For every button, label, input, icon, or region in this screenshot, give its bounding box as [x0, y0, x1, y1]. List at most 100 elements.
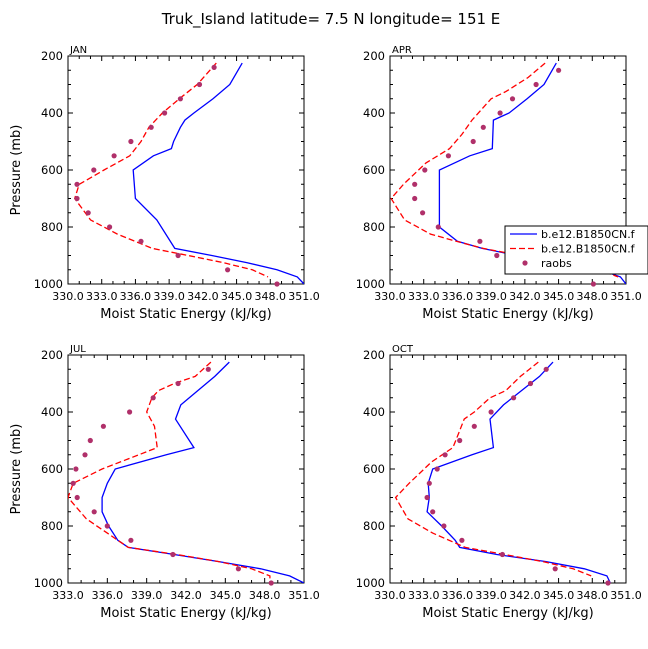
x-axis-label: Moist Static Energy (kJ/kg)	[100, 606, 271, 621]
obs-point	[471, 423, 477, 429]
x-tick-label: 336.0	[120, 290, 152, 303]
y-tick-label: 1000	[356, 277, 385, 291]
obs-point	[497, 110, 503, 116]
y-tick-label: 600	[363, 462, 385, 476]
obs-point	[87, 437, 93, 444]
obs-point	[82, 452, 88, 458]
obs-point	[127, 409, 133, 415]
obs-point	[442, 452, 448, 458]
x-tick-label: 348.0	[577, 290, 609, 303]
obs-point	[107, 224, 113, 230]
obs-point	[196, 81, 203, 88]
obs-point	[274, 281, 280, 287]
obs-point	[480, 124, 486, 130]
panel-title: JUL	[69, 344, 86, 355]
x-tick-label: 330.0	[52, 290, 84, 303]
y-tick-label: 1000	[34, 277, 63, 291]
y-tick-label: 800	[363, 519, 385, 533]
x-axis-label: Moist Static Energy (kJ/kg)	[100, 307, 271, 322]
data-layer	[68, 361, 304, 583]
obs-point	[74, 494, 80, 501]
obs-point	[205, 366, 211, 372]
obs-point	[170, 551, 176, 558]
obs-point	[148, 124, 154, 130]
panel-title: APR	[392, 45, 412, 56]
obs-point	[441, 523, 447, 529]
obs-point	[111, 153, 117, 159]
y-tick-label: 400	[41, 106, 63, 120]
y-tick-label: 200	[363, 348, 385, 362]
x-tick-label: 330.0	[374, 290, 406, 303]
x-tick-label: 342.0	[509, 290, 541, 303]
x-tick-label: 345.0	[543, 589, 575, 602]
y-axis-label: Pressure (mb)	[9, 125, 24, 216]
obs-point	[225, 267, 231, 273]
y-axis-label: Pressure (mb)	[9, 424, 24, 515]
y-tick-label: 600	[41, 462, 63, 476]
obs-point	[74, 195, 80, 202]
obs-point	[422, 167, 428, 173]
x-tick-label: 336.0	[92, 589, 124, 602]
obs-point	[235, 566, 241, 572]
x-tick-label: 351.0	[288, 290, 320, 303]
x-tick-label: 348.0	[249, 589, 281, 602]
obs-point	[459, 537, 465, 543]
obs-point	[100, 423, 106, 429]
y-tick-label: 1000	[34, 576, 63, 590]
panel-title: JAN	[69, 45, 87, 56]
obs-point	[509, 96, 516, 102]
figure-title: Truk_Island latitude= 7.5 N longitude= 1…	[161, 10, 501, 29]
obs-point	[268, 580, 274, 586]
obs-point	[552, 566, 558, 572]
x-tick-label: 342.0	[509, 589, 541, 602]
obs-point	[162, 110, 168, 116]
x-tick-label: 342.0	[170, 589, 202, 602]
obs-point	[435, 224, 441, 230]
x-tick-label: 342.0	[187, 290, 219, 303]
x-tick-label: 345.0	[543, 290, 575, 303]
obs-point	[138, 238, 144, 244]
obs-point	[494, 252, 500, 259]
y-tick-label: 600	[41, 163, 63, 177]
obs-point	[73, 466, 79, 472]
obs-point	[590, 281, 597, 287]
obs-point	[556, 67, 562, 73]
obs-point	[150, 395, 156, 401]
data-layer	[73, 62, 304, 284]
obs-point	[605, 580, 611, 586]
y-tick-label: 200	[363, 49, 385, 63]
x-tick-label: 333.0	[408, 290, 440, 303]
obs-point	[533, 81, 539, 88]
obs-point	[527, 380, 534, 387]
y-tick-label: 200	[41, 49, 63, 63]
obs-point	[543, 366, 549, 372]
obs-point	[426, 480, 432, 486]
y-tick-label: 800	[41, 220, 63, 234]
y-tick-label: 600	[363, 163, 385, 177]
series-line-solid	[101, 361, 304, 583]
obs-point	[175, 252, 181, 259]
obs-point	[177, 96, 183, 102]
obs-point	[104, 523, 110, 529]
y-tick-label: 800	[363, 220, 385, 234]
x-tick-label: 345.0	[210, 589, 242, 602]
obs-point	[477, 238, 483, 244]
panel-title: OCT	[392, 344, 414, 355]
x-tick-label: 339.0	[153, 290, 185, 303]
x-tick-label: 336.0	[442, 589, 474, 602]
y-tick-label: 800	[41, 519, 63, 533]
series-line-dashed	[73, 62, 269, 278]
obs-point	[91, 509, 97, 515]
y-tick-label: 1000	[356, 576, 385, 590]
x-tick-label: 339.0	[131, 589, 163, 602]
x-axis-label: Moist Static Energy (kJ/kg)	[422, 606, 593, 621]
x-tick-label: 351.0	[288, 589, 320, 602]
series-line-solid	[132, 62, 304, 284]
x-tick-label: 333.0	[408, 589, 440, 602]
obs-point	[445, 153, 451, 159]
obs-point	[510, 395, 517, 401]
